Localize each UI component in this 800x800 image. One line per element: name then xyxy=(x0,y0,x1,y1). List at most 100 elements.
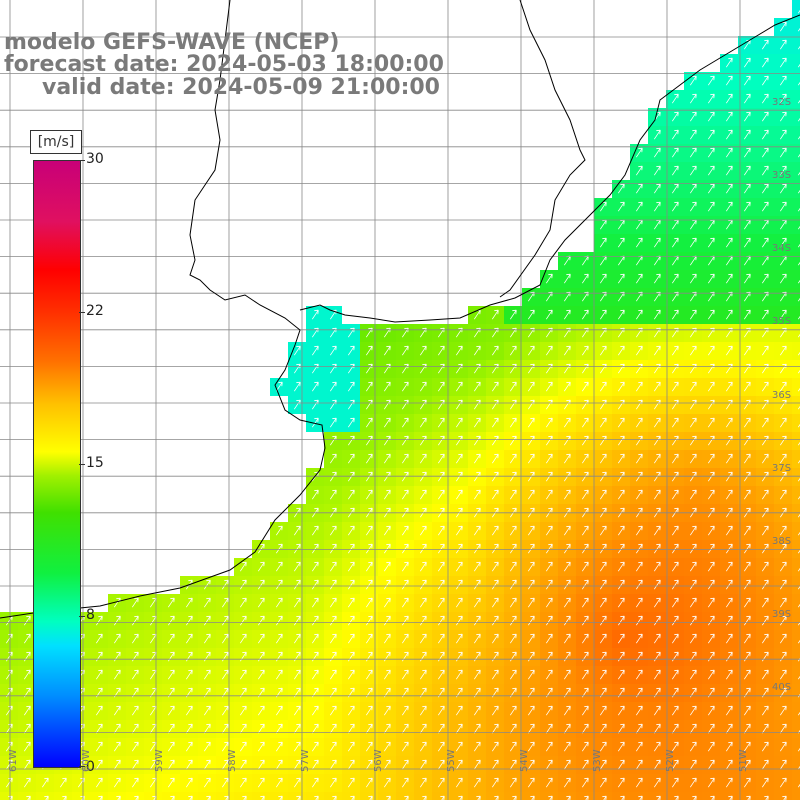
wind-arrow xyxy=(779,615,787,626)
wind-arrow xyxy=(437,669,445,680)
wind-arrow xyxy=(455,453,463,464)
wind-arrow xyxy=(563,741,571,752)
wind-cell xyxy=(756,792,774,800)
wind-arrow xyxy=(239,651,247,662)
wind-arrow xyxy=(293,345,301,356)
wind-arrow xyxy=(797,477,800,482)
wind-cell xyxy=(342,792,360,800)
wind-arrow xyxy=(221,741,229,752)
wind-arrow xyxy=(401,417,409,428)
wind-arrow xyxy=(761,633,769,644)
wind-arrow xyxy=(599,561,607,572)
wind-arrow xyxy=(275,561,283,572)
wind-arrow xyxy=(311,597,319,608)
wind-arrow xyxy=(599,651,607,662)
wind-arrow xyxy=(653,651,661,662)
wind-cell xyxy=(486,792,504,800)
wind-arrow xyxy=(743,111,751,122)
wind-arrow xyxy=(545,453,553,464)
longitude-label: 53W xyxy=(592,749,603,772)
wind-arrow xyxy=(437,633,445,644)
wind-arrow xyxy=(311,669,319,680)
wind-arrow xyxy=(671,669,679,680)
wind-arrow xyxy=(491,723,499,734)
wind-arrow xyxy=(401,345,409,356)
wind-arrow xyxy=(653,489,661,500)
wind-arrow xyxy=(743,273,751,284)
wind-arrow xyxy=(635,237,643,248)
wind-arrow xyxy=(599,633,607,644)
wind-arrow xyxy=(365,471,373,482)
wind-cell xyxy=(792,18,800,36)
wind-arrow xyxy=(491,489,499,500)
wind-arrow xyxy=(221,705,229,716)
wind-arrow xyxy=(599,345,607,356)
wind-arrow xyxy=(509,561,517,572)
wind-arrow xyxy=(743,651,751,662)
latitude-label: 34S xyxy=(772,243,792,254)
wind-cell xyxy=(594,792,612,800)
wind-arrow xyxy=(365,381,373,392)
wind-arrow xyxy=(671,93,679,104)
wind-arrow xyxy=(167,597,175,608)
wind-arrow xyxy=(293,561,301,572)
wind-arrow xyxy=(347,399,355,410)
wind-cell xyxy=(792,630,800,648)
wind-cell xyxy=(792,486,800,504)
wind-arrow xyxy=(329,633,337,644)
wind-arrow xyxy=(113,615,121,626)
wind-arrow xyxy=(275,741,283,752)
wind-cell xyxy=(36,792,54,800)
wind-arrow xyxy=(455,597,463,608)
wind-arrow xyxy=(743,777,751,788)
wind-arrow xyxy=(23,723,31,734)
latitude-label: 39S xyxy=(772,609,792,620)
wind-arrow xyxy=(707,705,715,716)
wind-arrow xyxy=(311,615,319,626)
wind-arrow xyxy=(797,441,800,446)
wind-arrow xyxy=(653,705,661,716)
wind-cell xyxy=(792,72,800,90)
wind-arrow xyxy=(635,381,643,392)
wind-arrow xyxy=(203,741,211,752)
wind-arrow xyxy=(437,453,445,464)
wind-arrow xyxy=(545,381,553,392)
wind-arrow xyxy=(599,705,607,716)
wind-arrow xyxy=(293,705,301,716)
wind-arrow xyxy=(545,597,553,608)
wind-arrow xyxy=(779,399,787,410)
wind-arrow xyxy=(779,273,787,284)
wind-arrow xyxy=(635,759,643,770)
wind-arrow xyxy=(797,225,800,230)
latitude-label: 38S xyxy=(772,536,792,547)
wind-arrow xyxy=(779,723,787,734)
wind-cell xyxy=(792,720,800,738)
wind-arrow xyxy=(311,489,319,500)
wind-arrow xyxy=(383,759,391,770)
wind-arrow xyxy=(437,759,445,770)
wind-arrow xyxy=(527,741,535,752)
wind-arrow xyxy=(635,723,643,734)
wind-arrow xyxy=(725,111,733,122)
wind-arrow xyxy=(581,399,589,410)
wind-arrow xyxy=(419,633,427,644)
wind-arrow xyxy=(617,723,625,734)
wind-arrow xyxy=(509,741,517,752)
wind-arrow xyxy=(743,525,751,536)
wind-arrow xyxy=(797,531,800,536)
wind-arrow xyxy=(329,345,337,356)
wind-arrow xyxy=(797,675,800,680)
wind-arrow xyxy=(311,579,319,590)
wind-arrow xyxy=(725,345,733,356)
wind-arrow xyxy=(671,399,679,410)
wind-arrow xyxy=(455,579,463,590)
wind-arrow xyxy=(689,165,697,176)
wind-arrow xyxy=(527,705,535,716)
wind-arrow xyxy=(707,129,715,140)
wind-arrow xyxy=(455,381,463,392)
wind-arrow xyxy=(635,489,643,500)
wind-arrow xyxy=(221,669,229,680)
wind-arrow xyxy=(383,453,391,464)
wind-arrow xyxy=(311,525,319,536)
